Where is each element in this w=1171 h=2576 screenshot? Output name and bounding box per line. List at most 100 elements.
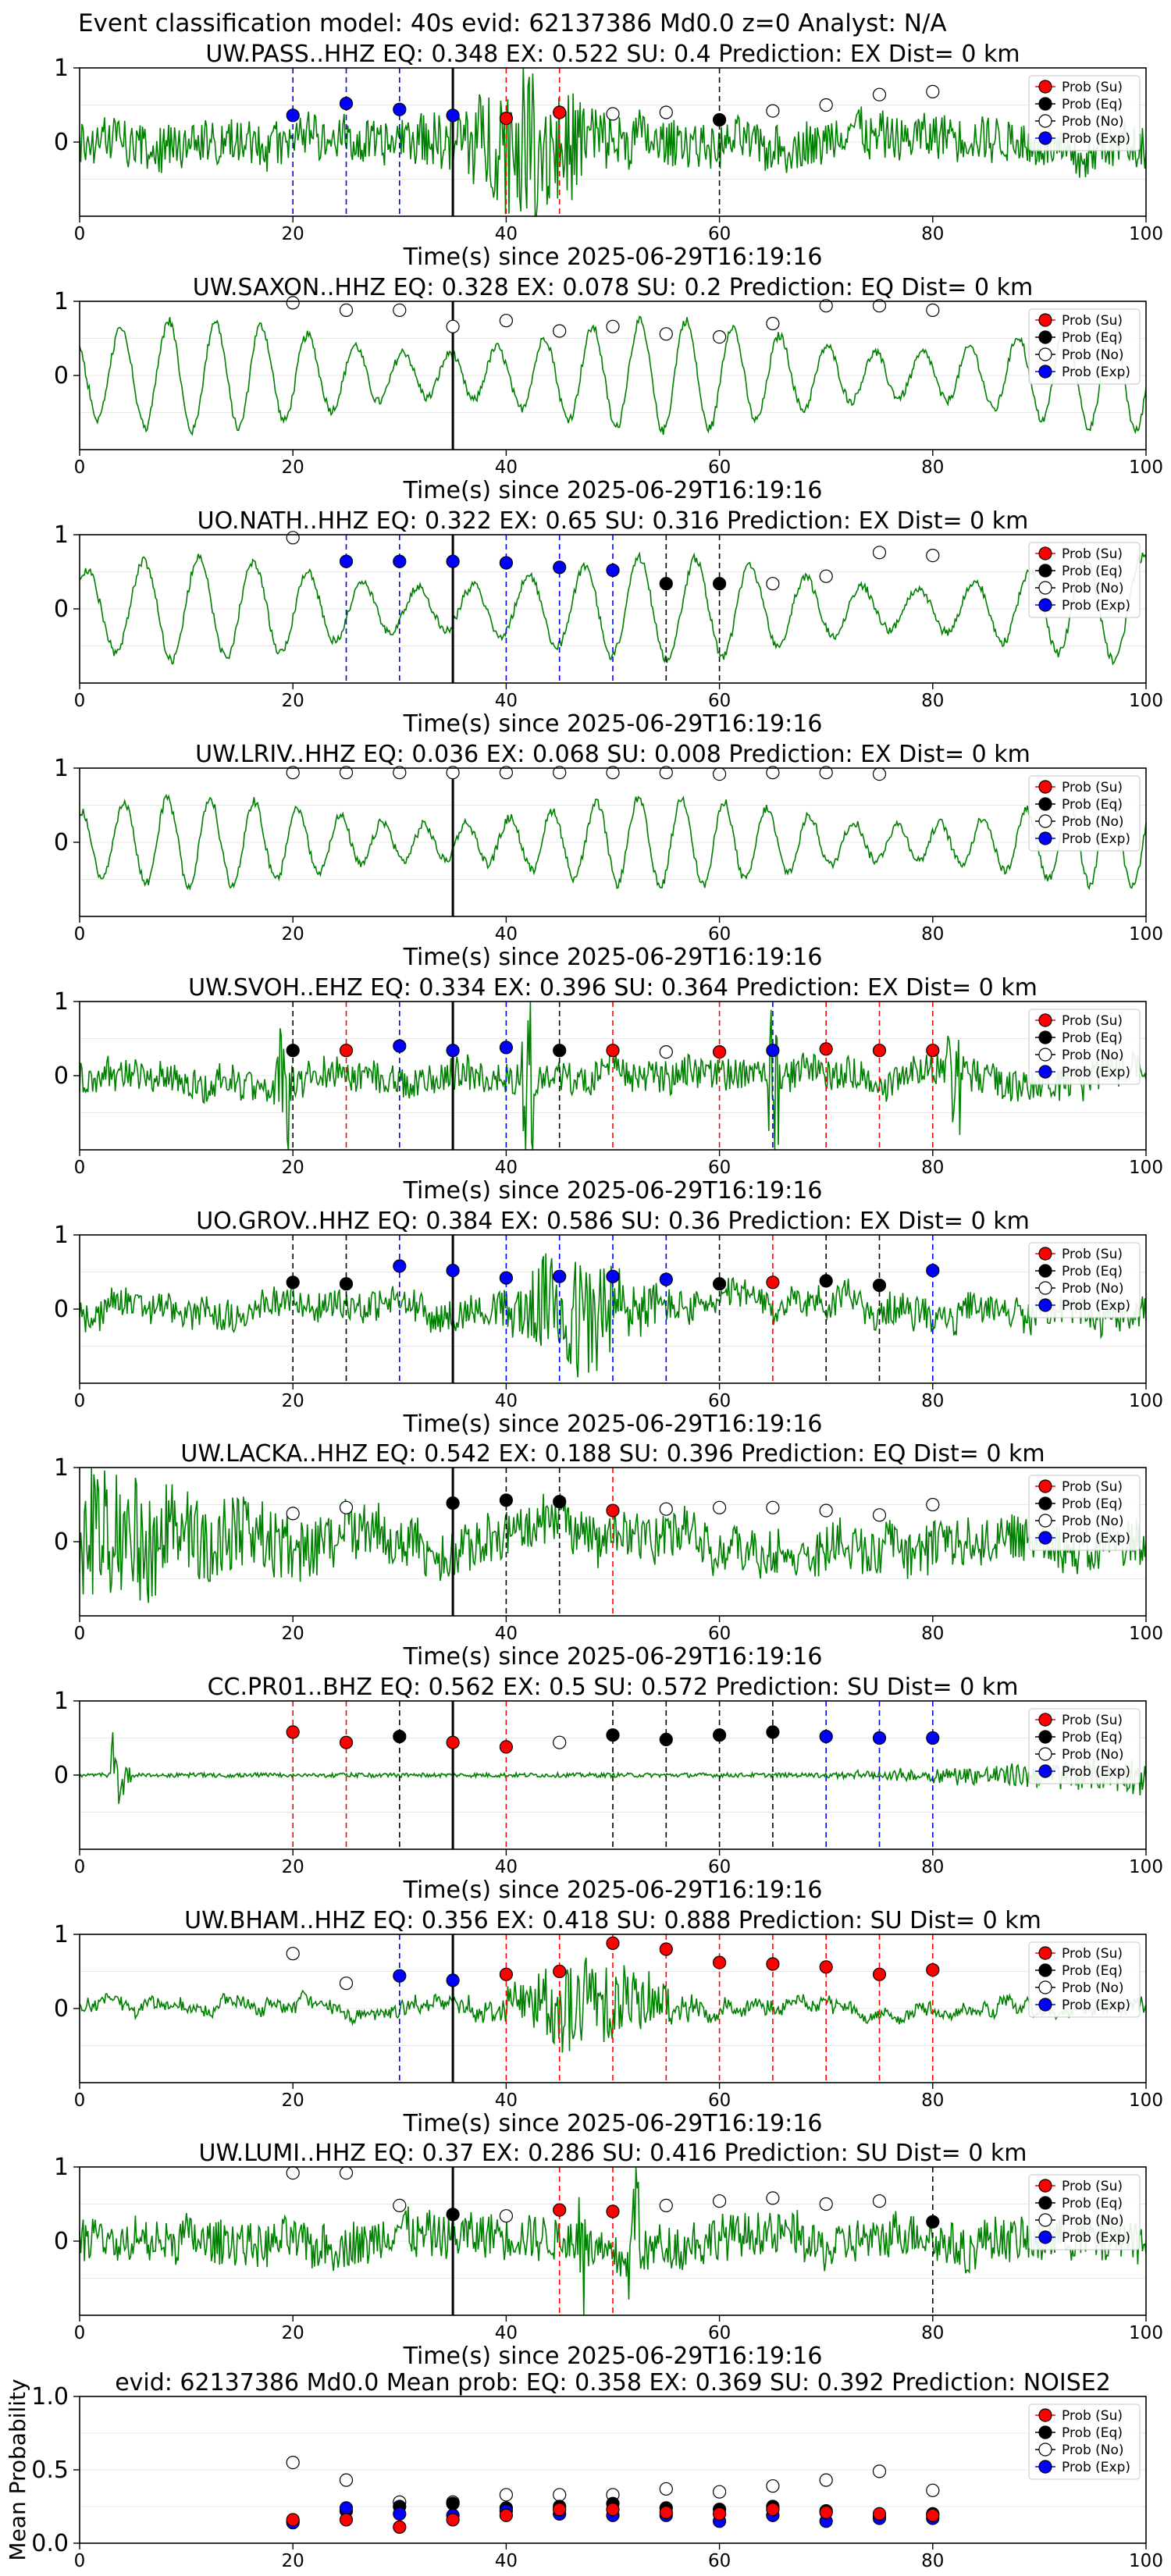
prob-point-su bbox=[766, 1276, 780, 1290]
x-tick-label: 20 bbox=[282, 457, 304, 478]
mean-prob-point-no bbox=[872, 2464, 887, 2478]
y-tick-label: 0 bbox=[54, 596, 69, 623]
x-tick-label: 60 bbox=[708, 224, 731, 244]
legend-marker-su bbox=[1038, 1713, 1052, 1727]
prob-point-su bbox=[339, 1044, 354, 1058]
prob-point-exp bbox=[606, 1269, 620, 1283]
mean-prob-point-su bbox=[926, 2508, 940, 2522]
panel-title: UW.SVOH..EHZ EQ: 0.334 EX: 0.396 SU: 0.3… bbox=[188, 974, 1038, 1002]
x-tick-label: 40 bbox=[495, 224, 518, 244]
x-tick-label: 0 bbox=[74, 2551, 86, 2571]
legend: Prob (Su)Prob (Eq)Prob (No)Prob (Exp) bbox=[1028, 308, 1141, 385]
legend-marker-su bbox=[1038, 313, 1052, 327]
legend-item-su: Prob (Su) bbox=[1062, 80, 1123, 95]
waveform-trace bbox=[79, 1467, 1147, 1603]
legend-item-exp: Prob (Exp) bbox=[1062, 131, 1130, 147]
mean-prob-point-su bbox=[712, 2507, 727, 2521]
legend-item-eq: Prob (Eq) bbox=[1062, 2425, 1123, 2441]
y-axis-label: Mean Probability bbox=[5, 2379, 30, 2560]
x-tick-label: 60 bbox=[708, 2090, 731, 2111]
prob-point-exp bbox=[393, 102, 407, 116]
prob-point-no bbox=[872, 2194, 887, 2208]
mean-prob-point-no bbox=[926, 2483, 940, 2497]
panel-title: UW.LACKA..HHZ EQ: 0.542 EX: 0.188 SU: 0.… bbox=[180, 1440, 1045, 1468]
legend-item-no: Prob (No) bbox=[1062, 347, 1124, 363]
legend-marker-eq bbox=[1038, 97, 1052, 111]
x-tick-label: 20 bbox=[282, 691, 304, 711]
x-tick-label: 0 bbox=[74, 2090, 86, 2111]
prob-point-no bbox=[712, 330, 727, 344]
legend-item-eq: Prob (Eq) bbox=[1062, 1963, 1123, 1979]
waveform-trace bbox=[79, 67, 1147, 217]
prob-point-exp bbox=[446, 109, 460, 123]
y-tick-label: 1 bbox=[54, 2154, 69, 2181]
legend-item-eq: Prob (Eq) bbox=[1062, 1730, 1123, 1745]
legend-item-su: Prob (Su) bbox=[1062, 2408, 1123, 2424]
legend-marker-exp bbox=[1038, 2460, 1052, 2474]
mean-prob-point-su bbox=[819, 2505, 833, 2520]
x-tick-label: 80 bbox=[921, 1391, 944, 1411]
legend-item-no: Prob (No) bbox=[1062, 1048, 1124, 1063]
prob-point-exp bbox=[393, 1039, 407, 1053]
x-tick-label: 60 bbox=[708, 2551, 731, 2571]
prob-point-no bbox=[712, 2194, 727, 2208]
x-tick-label: 80 bbox=[921, 457, 944, 478]
legend-marker-su bbox=[1038, 2408, 1052, 2422]
prob-point-exp bbox=[553, 1269, 567, 1283]
legend-marker-no bbox=[1038, 347, 1052, 361]
y-tick-label: 1 bbox=[54, 1222, 69, 1249]
panel-title: UW.PASS..HHZ EQ: 0.348 EX: 0.522 SU: 0.4… bbox=[205, 41, 1020, 68]
prob-point-exp bbox=[819, 1730, 833, 1744]
prob-point-su bbox=[659, 1942, 673, 1956]
prob-point-eq bbox=[499, 1493, 514, 1507]
legend-item-no: Prob (No) bbox=[1062, 581, 1124, 596]
prob-point-no bbox=[339, 1500, 354, 1514]
legend-item-su: Prob (Su) bbox=[1062, 2179, 1123, 2194]
prob-point-no bbox=[393, 2198, 407, 2212]
x-tick-label: 80 bbox=[921, 1158, 944, 1178]
legend: Prob (Su)Prob (Eq)Prob (No)Prob (Exp) bbox=[1028, 1708, 1141, 1784]
waveform-trace bbox=[79, 793, 1147, 891]
x-tick-label: 20 bbox=[282, 1624, 304, 1644]
mean-prob-point-no bbox=[553, 2488, 567, 2502]
legend-marker-no bbox=[1038, 114, 1052, 128]
legend-marker-eq bbox=[1038, 1963, 1052, 1977]
x-tick-label: 20 bbox=[282, 224, 304, 244]
legend-marker-eq bbox=[1038, 1264, 1052, 1278]
prob-point-su bbox=[553, 1964, 567, 1979]
legend-marker-su bbox=[1038, 780, 1052, 794]
prob-point-no bbox=[286, 1947, 300, 1961]
prob-point-su bbox=[606, 2204, 620, 2218]
panel-7: UW.LACKA..HHZ EQ: 0.542 EX: 0.188 SU: 0.… bbox=[54, 1440, 1163, 1670]
x-tick-label: 60 bbox=[708, 1857, 731, 1877]
legend-item-su: Prob (Su) bbox=[1062, 1946, 1123, 1962]
mean-prob-point-no bbox=[819, 2473, 833, 2487]
prob-point-eq bbox=[446, 2208, 460, 2222]
legend-item-eq: Prob (Eq) bbox=[1062, 2196, 1123, 2211]
prob-point-su bbox=[872, 1967, 887, 1981]
x-tick-label: 20 bbox=[282, 1158, 304, 1178]
prob-point-eq bbox=[819, 1274, 833, 1288]
x-tick-label: 40 bbox=[495, 924, 518, 945]
mean-prob-point-no bbox=[339, 2473, 354, 2487]
prob-point-no bbox=[712, 1500, 727, 1514]
legend-marker-exp bbox=[1038, 365, 1052, 379]
x-axis-label: Time(s) since 2025-06-29T16:19:16 bbox=[403, 944, 823, 971]
prob-point-exp bbox=[872, 1731, 887, 1745]
x-tick-label: 20 bbox=[282, 1391, 304, 1411]
waveform-trace bbox=[79, 315, 1147, 436]
legend-item-exp: Prob (Exp) bbox=[1062, 1998, 1130, 2013]
y-tick-label: 1 bbox=[54, 1454, 69, 1482]
legend-marker-exp bbox=[1038, 1764, 1052, 1778]
prob-point-eq bbox=[766, 1725, 780, 1739]
legend-item-exp: Prob (Exp) bbox=[1062, 1531, 1130, 1546]
x-tick-label: 20 bbox=[282, 2551, 304, 2571]
x-tick-label: 40 bbox=[495, 457, 518, 478]
x-tick-label: 60 bbox=[708, 457, 731, 478]
y-tick-label: 0.5 bbox=[31, 2457, 69, 2484]
legend-marker-exp bbox=[1038, 1998, 1052, 2012]
y-tick-label: 0 bbox=[54, 1995, 69, 2023]
mean-prob-point-no bbox=[766, 2479, 780, 2493]
x-axis-label: Time(s) since 2025-06-29T16:19:16 bbox=[403, 710, 823, 738]
